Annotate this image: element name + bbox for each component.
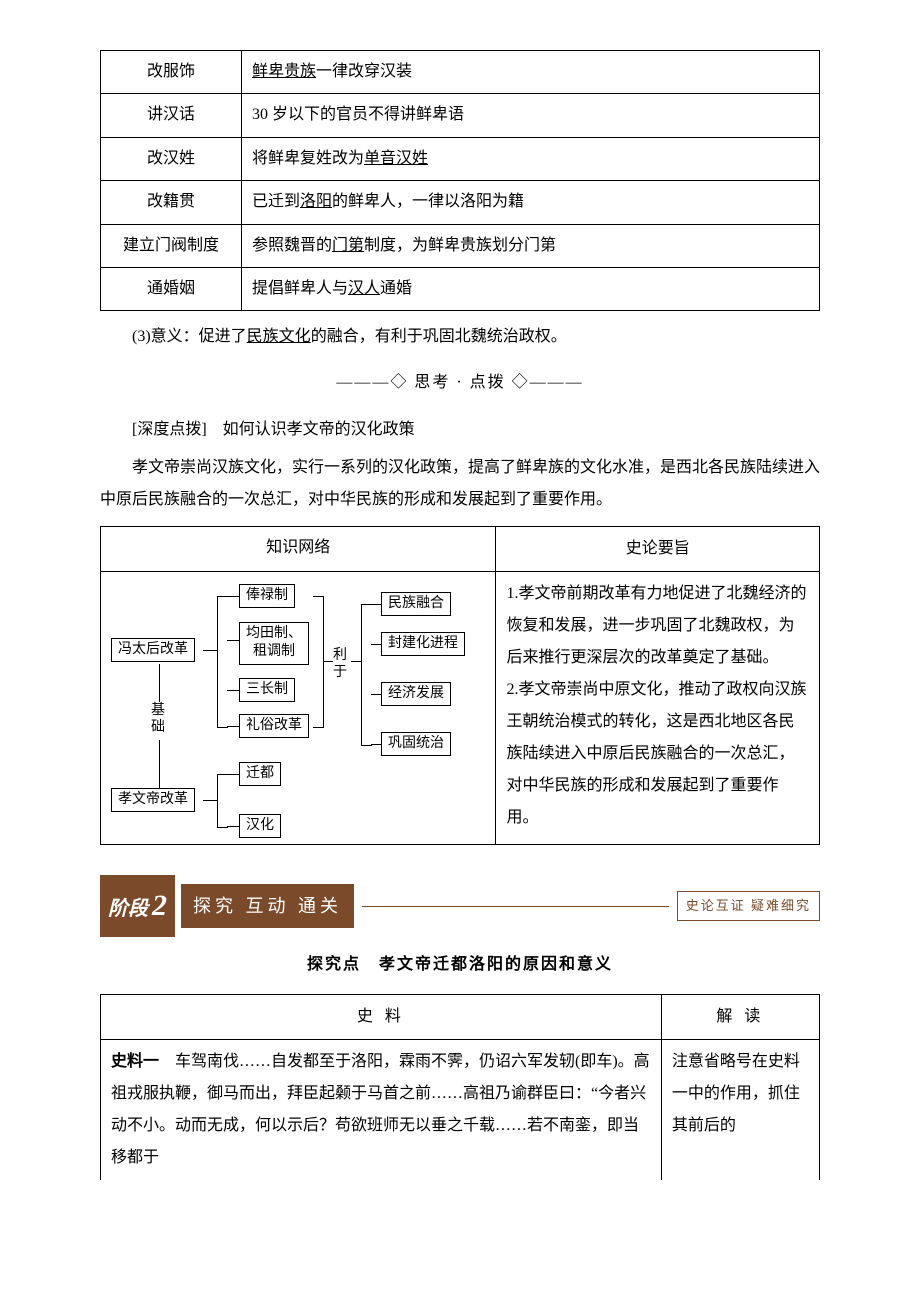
node-effect: 民族融合 [381,592,451,616]
node-effect: 封建化进程 [381,632,465,656]
thinking-divider: ———◇ 思考 · 点拨 ◇——— [100,369,820,398]
line [159,664,160,702]
reform-name: 改汉姓 [101,137,242,180]
knowledge-head-right: 史论要旨 [496,527,820,572]
inquiry-title: 探究点 孝文帝迁都洛阳的原因和意义 [100,951,820,980]
reform-desc: 已迁到洛阳的鲜卑人，一律以洛阳为籍 [242,181,820,224]
stage-line [362,906,669,907]
reform-table: 改服饰鲜卑贵族一律改穿汉装讲汉话30 岁以下的官员不得讲鲜卑语改汉姓将鲜卑复姓改… [100,50,820,311]
stage-label-text: 阶段 [108,891,148,927]
meaning-suffix: 的融合，有利于巩固北魏统治政权。 [311,328,567,345]
reform-name: 建立门阀制度 [101,224,242,267]
stage-number: 2 [152,879,167,933]
material-right: 注意省略号在史料一中的作用，抓住其前后的 [661,1039,819,1180]
reform-name: 讲汉话 [101,94,242,137]
node-item: 迁都 [239,762,281,786]
reform-desc: 提倡鲜卑人与汉人通婚 [242,267,820,310]
line [227,726,239,727]
knowledge-head-left: 知识网络 [101,527,496,572]
node-item: 三长制 [239,678,295,702]
line [371,604,381,605]
material-table: 史 料 解 读 史料一 车驾南伐……自发都至于洛阳，霖雨不霁，仍诏六军发轫(即车… [100,994,820,1180]
node-base: 基 础 [151,703,165,737]
knowledge-table: 知识网络 史论要旨 冯太后改革 孝文帝改革 基 础 [100,526,820,845]
node-effect: 巩固统治 [381,732,451,756]
deep-title: [深度点拨] 如何认识孝文帝的汉化政策 [100,414,820,446]
reform-name: 通婚姻 [101,267,242,310]
meaning-prefix: (3)意义：促进了 [132,328,247,345]
node-item: 俸禄制 [239,584,295,608]
table-row: 改籍贯已迁到洛阳的鲜卑人，一律以洛阳为籍 [101,181,820,224]
reform-desc: 鲜卑贵族一律改穿汉装 [242,51,820,94]
line [159,740,160,788]
material-head-left: 史 料 [101,994,662,1039]
stage-subtitle: 史论互证 疑难细究 [677,891,820,920]
bracket [217,774,228,828]
table-row: 改服饰鲜卑贵族一律改穿汉装 [101,51,820,94]
reform-desc: 30 岁以下的官员不得讲鲜卑语 [242,94,820,137]
material-label: 史料一 [111,1053,159,1070]
line [227,826,239,827]
line [371,644,381,645]
line [227,690,239,691]
table-row: 讲汉话30 岁以下的官员不得讲鲜卑语 [101,94,820,137]
line [227,640,239,641]
bracket [361,604,372,746]
table-row: 通婚姻提倡鲜卑人与汉人通婚 [101,267,820,310]
line [227,774,239,775]
bracket [217,596,228,728]
reform-desc: 参照魏晋的门第制度，为鲜卑贵族划分门第 [242,224,820,267]
knowledge-diagram: 冯太后改革 孝文帝改革 基 础 俸禄制 均田制、 租调制 三长制 [111,578,485,838]
stage-label: 阶段 2 [100,875,175,937]
node-liyu: 利 于 [333,648,347,682]
reform-name: 改服饰 [101,51,242,94]
deep-body: 孝文帝崇尚汉族文化，实行一系列的汉化政策，提高了鲜卑族的文化水准，是西北各民族陆… [100,452,820,516]
line [203,650,217,651]
table-row: 建立门阀制度参照魏晋的门第制度，为鲜卑贵族划分门第 [101,224,820,267]
reform-desc: 将鲜卑复姓改为单音汉姓 [242,137,820,180]
line [227,596,239,597]
bracket [313,596,324,728]
node-item: 均田制、 租调制 [239,622,309,664]
node-item: 汉化 [239,814,281,838]
knowledge-diagram-cell: 冯太后改革 孝文帝改革 基 础 俸禄制 均田制、 租调制 三长制 [101,572,496,845]
reform-name: 改籍贯 [101,181,242,224]
line [371,744,381,745]
node-xiao: 孝文帝改革 [111,788,195,812]
meaning-underline: 民族文化 [247,328,311,345]
line [203,800,217,801]
material-head-right: 解 读 [661,994,819,1039]
node-feng: 冯太后改革 [111,638,195,662]
meaning-line: (3)意义：促进了民族文化的融合，有利于巩固北魏统治政权。 [100,321,820,353]
line [371,694,381,695]
material-left: 史料一 车驾南伐……自发都至于洛阳，霖雨不霁，仍诏六军发轫(即车)。高祖戎服执鞭… [101,1039,662,1180]
material-body: 车驾南伐……自发都至于洛阳，霖雨不霁，仍诏六军发轫(即车)。高祖戎服执鞭，御马而… [111,1053,650,1166]
stage-title: 探究 互动 通关 [181,884,354,928]
node-item: 礼俗改革 [239,714,309,738]
node-effect: 经济发展 [381,682,451,706]
stage-banner: 阶段 2 探究 互动 通关 史论互证 疑难细究 [100,875,820,937]
line [323,661,333,662]
table-row: 改汉姓将鲜卑复姓改为单音汉姓 [101,137,820,180]
line [351,661,361,662]
knowledge-right: 1.孝文帝前期改革有力地促进了北魏经济的恢复和发展，进一步巩固了北魏政权，为后来… [496,572,820,845]
